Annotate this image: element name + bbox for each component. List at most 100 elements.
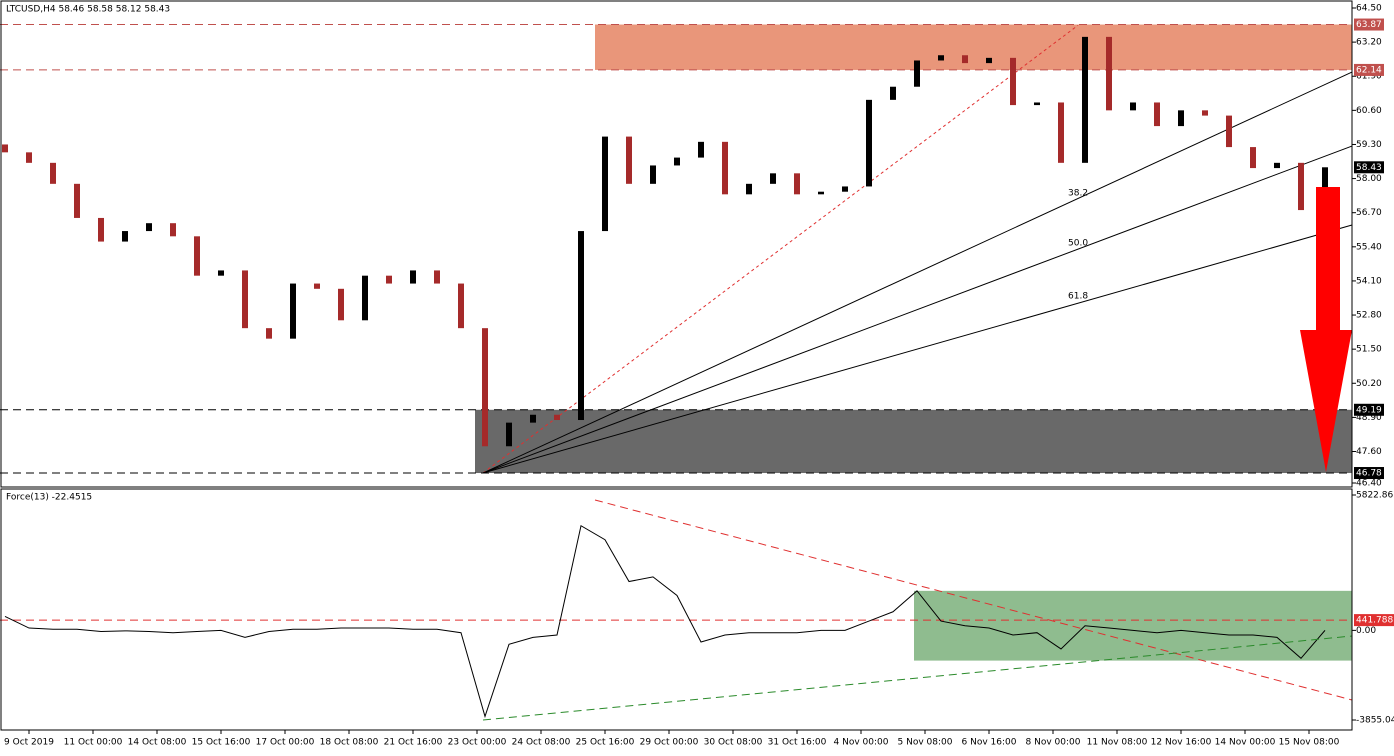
x-tick-label: 9 Oct 2019 (4, 738, 54, 748)
force-trend-up (482, 635, 1353, 721)
candle-body (746, 183, 752, 195)
levels: 64.50 63.20 61.90 60.60 59.30 58.00 56.70 55.40… (0, 4, 1394, 748)
candle-body (1010, 57, 1016, 106)
fib-fan-line (482, 71, 1353, 474)
price-title: LTCUSD,H4 58.46 58.58 58.12 58.43 (6, 5, 170, 15)
x-tick-label: 21 Oct 16:00 (384, 738, 443, 748)
candle-body (962, 55, 968, 64)
x-tick-label: 31 Oct 16:00 (768, 738, 827, 748)
candle-body (1298, 162, 1304, 211)
candle-body (26, 152, 32, 163)
level-label-bg (1354, 161, 1384, 174)
x-tick-label: 29 Oct 00:00 (640, 738, 699, 748)
y-tick-label: 61.90 (1356, 72, 1382, 82)
candle-body (434, 270, 440, 284)
candle-body (242, 270, 248, 329)
candle-body (410, 270, 416, 284)
y-tick-label: 54.10 (1356, 276, 1382, 286)
force-panel (0, 488, 1353, 731)
level-label-bg (1354, 18, 1384, 31)
fib-label: 38.2 (1068, 189, 1088, 199)
candle-body (1130, 102, 1136, 111)
x-tick-label: 11 Nov 08:00 (1087, 738, 1148, 748)
x-tick-label: 23 Oct 00:00 (448, 738, 507, 748)
zone (595, 24, 1352, 70)
candle-body (194, 236, 200, 276)
candle-body (986, 57, 992, 64)
level-label: 46.78 (1356, 469, 1382, 479)
level-label-bg (1354, 403, 1384, 416)
x-tick-label: 25 Oct 16:00 (576, 738, 635, 748)
y-tick-label: 56.70 (1356, 208, 1382, 218)
y-tick-label: 60.60 (1356, 106, 1382, 116)
x-tick-label: 30 Oct 08:00 (704, 738, 763, 748)
y-tick-label: 46.40 (1356, 479, 1382, 489)
x-tick-label: 14 Nov 00:00 (1215, 738, 1276, 748)
x-tick-label: 11 Oct 00:00 (64, 738, 123, 748)
y-tick-label: 51.50 (1356, 345, 1382, 355)
candle-body (698, 141, 704, 158)
candle-body (650, 165, 656, 184)
candle-body (1082, 36, 1088, 163)
candle-body (578, 231, 584, 421)
candle-body (554, 414, 560, 421)
level-label-bg (1354, 467, 1384, 480)
y-tick-label: 5822.867 (1356, 491, 1394, 501)
candle-body (1034, 102, 1040, 106)
candle-body (842, 186, 848, 192)
y-tick-label: -3855.04 (1356, 716, 1394, 726)
candle-body (1250, 147, 1256, 169)
candle-body (1274, 162, 1280, 169)
candle-body (386, 275, 392, 284)
x-tick-label: 12 Nov 16:00 (1151, 738, 1212, 748)
level-label: 62.14 (1356, 65, 1382, 75)
y-tick-label: 58.00 (1356, 174, 1382, 184)
candle-body (50, 162, 56, 184)
price-panel (0, 0, 1353, 488)
candle-body (938, 55, 944, 61)
candle-body (890, 86, 896, 100)
zone (475, 409, 1352, 474)
candle-body (74, 183, 80, 218)
y-tick-label: 52.80 (1356, 311, 1382, 321)
fib-fan-line (482, 145, 1353, 474)
candle-body (218, 270, 224, 276)
y-tick-label: 64.50 (1356, 4, 1382, 14)
level-label: 441.788 (1356, 616, 1393, 626)
fib-fan-line (482, 224, 1353, 474)
candle-body (170, 223, 176, 237)
candle-body (362, 275, 368, 321)
candle-body (1226, 115, 1232, 148)
candle-body (482, 328, 488, 447)
force-line (4, 524, 1326, 719)
y-tick-label: 59.30 (1356, 140, 1382, 150)
candle-body (1106, 36, 1112, 111)
force-title: Force(13) -22.4515 (6, 493, 92, 503)
candle-body (914, 60, 920, 87)
candle-body (146, 223, 152, 232)
candle-body (1154, 102, 1160, 127)
candle-body (1058, 102, 1064, 163)
candle-body (1178, 110, 1184, 127)
candle-body (818, 191, 824, 195)
level-label: 58.43 (1356, 163, 1382, 173)
down-arrow (1300, 187, 1352, 472)
candle-body (314, 283, 320, 289)
candle-body (866, 99, 872, 187)
x-tick-label: 15 Nov 08:00 (1279, 738, 1340, 748)
candle-body (338, 288, 344, 321)
x-tick-label: 24 Oct 08:00 (512, 738, 571, 748)
fib-label: 50.0 (1068, 238, 1088, 248)
marks: 38.2 50.0 61.8 (2, 24, 1353, 719)
y-tick-label: 48.90 (1356, 413, 1382, 423)
x-tick-label: 4 Nov 00:00 (834, 738, 889, 748)
level-label: 63.87 (1356, 20, 1382, 30)
candle-body (530, 414, 536, 423)
y-tick-label: 55.40 (1356, 242, 1382, 252)
x-tick-label: 8 Nov 00:00 (1026, 738, 1081, 748)
candle-body (98, 217, 104, 242)
candle-body (722, 141, 728, 195)
x-tick-label: 15 Oct 16:00 (192, 738, 251, 748)
level-label-bg (1354, 63, 1384, 76)
